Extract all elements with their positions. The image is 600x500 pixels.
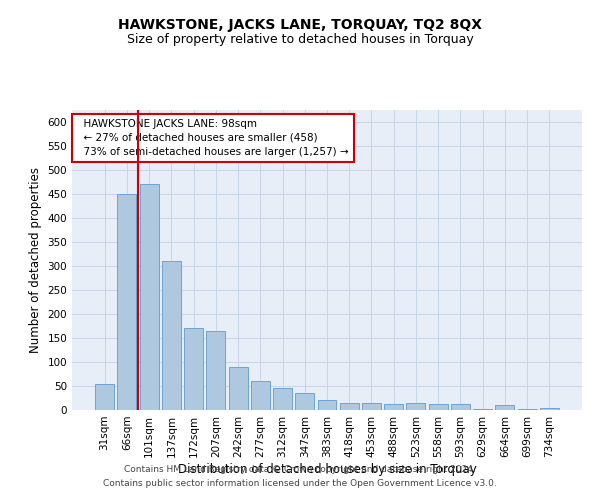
Bar	[384, 404, 403, 410]
Bar	[340, 403, 359, 410]
X-axis label: Distribution of detached houses by size in Torquay: Distribution of detached houses by size …	[178, 462, 476, 475]
Bar	[362, 404, 381, 410]
Bar	[273, 388, 292, 410]
Bar	[229, 367, 248, 410]
Bar	[317, 400, 337, 410]
Bar	[451, 404, 470, 410]
Y-axis label: Number of detached properties: Number of detached properties	[29, 167, 42, 353]
Text: HAWKSTONE JACKS LANE: 98sqm
  ← 27% of detached houses are smaller (458)
  73% o: HAWKSTONE JACKS LANE: 98sqm ← 27% of det…	[77, 119, 349, 157]
Bar	[518, 409, 536, 410]
Bar	[496, 405, 514, 410]
Bar	[251, 381, 270, 410]
Bar	[540, 408, 559, 410]
Text: HAWKSTONE, JACKS LANE, TORQUAY, TQ2 8QX: HAWKSTONE, JACKS LANE, TORQUAY, TQ2 8QX	[118, 18, 482, 32]
Bar	[184, 328, 203, 410]
Bar	[118, 194, 136, 410]
Bar	[429, 404, 448, 410]
Bar	[140, 184, 158, 410]
Bar	[206, 331, 225, 410]
Bar	[95, 384, 114, 410]
Text: Contains HM Land Registry data © Crown copyright and database right 2024.
Contai: Contains HM Land Registry data © Crown c…	[103, 466, 497, 487]
Text: Size of property relative to detached houses in Torquay: Size of property relative to detached ho…	[127, 32, 473, 46]
Bar	[295, 393, 314, 410]
Bar	[162, 261, 181, 410]
Bar	[406, 404, 425, 410]
Bar	[473, 409, 492, 410]
